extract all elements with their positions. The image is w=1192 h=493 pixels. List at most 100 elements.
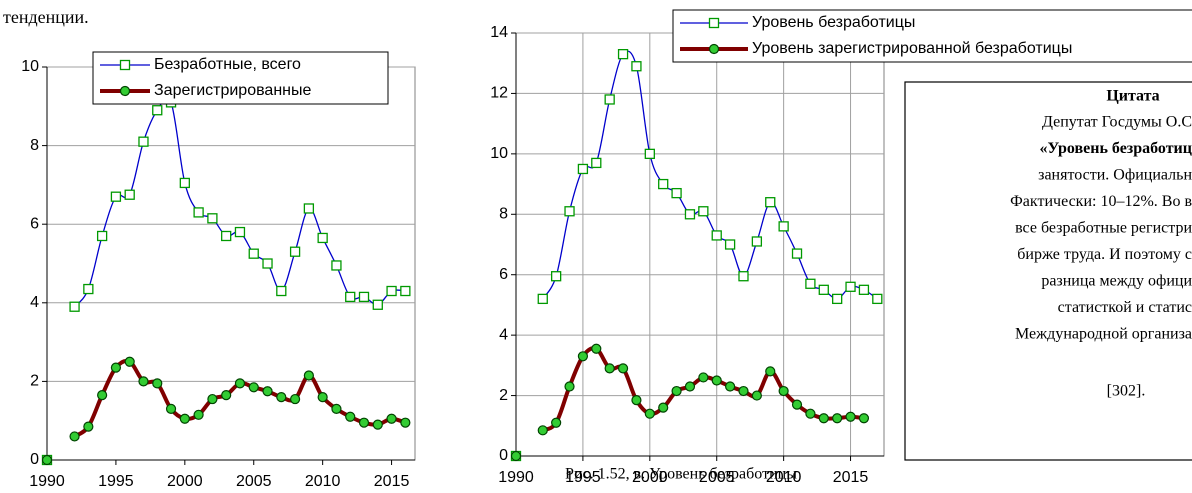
quote-title: Цитата bbox=[1106, 88, 1159, 105]
data-point bbox=[110, 191, 122, 202]
y-tick-label: 0 bbox=[499, 447, 508, 464]
legend-label: Зарегистрированные bbox=[154, 82, 311, 99]
y-tick-label: 14 bbox=[490, 24, 508, 41]
data-point bbox=[724, 239, 736, 250]
data-point bbox=[791, 399, 803, 410]
plot-area bbox=[46, 66, 416, 461]
x-tick-label: 2005 bbox=[236, 473, 272, 490]
y-tick-label: 0 bbox=[30, 451, 39, 468]
data-point bbox=[778, 221, 789, 232]
x-tick-label: 2010 bbox=[305, 473, 341, 490]
data-point bbox=[644, 408, 655, 419]
quote-line: все безработные регистри bbox=[1015, 220, 1192, 237]
data-point bbox=[644, 148, 655, 160]
x-tick-label: 2000 bbox=[167, 473, 203, 490]
data-point bbox=[684, 381, 696, 392]
quote-line: разница между офици bbox=[1041, 273, 1192, 290]
data-point bbox=[221, 390, 232, 401]
data-point bbox=[179, 413, 190, 424]
body-text: тенденции. bbox=[3, 7, 89, 27]
data-point bbox=[872, 293, 883, 305]
data-point bbox=[138, 136, 149, 147]
data-point bbox=[262, 386, 273, 397]
data-point bbox=[138, 376, 149, 387]
legend-marker bbox=[119, 59, 131, 71]
data-point bbox=[591, 157, 602, 169]
data-point bbox=[345, 411, 356, 422]
data-point bbox=[234, 226, 246, 238]
data-point bbox=[303, 370, 314, 381]
data-point bbox=[331, 403, 342, 415]
data-point bbox=[234, 378, 246, 389]
data-point bbox=[165, 403, 177, 415]
x-tick-label: 1990 bbox=[29, 473, 65, 490]
data-point bbox=[262, 258, 273, 269]
data-point bbox=[551, 417, 562, 428]
data-point bbox=[751, 390, 762, 401]
data-point bbox=[698, 206, 709, 217]
data-point bbox=[738, 385, 749, 397]
data-point bbox=[818, 284, 829, 295]
data-point bbox=[751, 236, 763, 247]
data-point bbox=[248, 382, 259, 393]
data-point bbox=[564, 206, 575, 217]
y-tick-label: 4 bbox=[30, 294, 39, 311]
data-point bbox=[179, 177, 190, 189]
data-point bbox=[765, 366, 776, 377]
quote-line: бирже труда. И поэтому с bbox=[1017, 246, 1192, 263]
data-point bbox=[345, 291, 356, 303]
x-tick-label: 1995 bbox=[565, 469, 601, 486]
data-point bbox=[317, 232, 328, 244]
data-point bbox=[372, 299, 383, 310]
data-point bbox=[207, 213, 218, 224]
data-point bbox=[805, 408, 816, 419]
quote-line: Фактически: 10–12%. Во в bbox=[1010, 193, 1192, 210]
data-point bbox=[537, 293, 548, 305]
legend-marker bbox=[119, 85, 131, 97]
data-point bbox=[617, 363, 629, 374]
data-point bbox=[386, 413, 397, 424]
quote-line: статисткой и статис bbox=[1058, 299, 1192, 316]
data-point bbox=[658, 402, 669, 413]
x-tick-label: 2015 bbox=[374, 473, 410, 490]
figure-caption: Рис. 1.52, в. Уровень безработицы bbox=[565, 466, 797, 483]
x-tick-label: 1990 bbox=[498, 469, 534, 486]
data-point bbox=[711, 375, 722, 386]
data-point bbox=[124, 189, 135, 200]
data-point bbox=[69, 431, 80, 442]
data-point bbox=[604, 94, 615, 105]
data-point bbox=[845, 411, 856, 422]
data-point bbox=[818, 413, 829, 424]
data-point bbox=[331, 260, 342, 271]
quote-ref: [302]. bbox=[1107, 383, 1146, 400]
quote-line: «Уровень безработиц bbox=[1040, 140, 1192, 157]
data-point bbox=[152, 105, 163, 116]
data-point bbox=[832, 293, 843, 305]
data-point bbox=[96, 230, 108, 242]
data-point bbox=[221, 230, 232, 242]
data-point bbox=[577, 163, 589, 175]
data-point bbox=[303, 203, 315, 214]
data-point bbox=[248, 248, 259, 259]
data-point bbox=[591, 343, 602, 354]
data-point bbox=[550, 271, 562, 282]
quote-line: Международной организа bbox=[1015, 326, 1192, 343]
data-point bbox=[658, 178, 669, 190]
data-point bbox=[193, 207, 204, 218]
data-point bbox=[358, 291, 370, 303]
data-point bbox=[193, 409, 204, 420]
data-point bbox=[832, 413, 843, 424]
data-point bbox=[289, 393, 301, 405]
data-point bbox=[537, 425, 548, 436]
y-tick-label: 2 bbox=[499, 387, 508, 404]
legend-label: Безработные, всего bbox=[154, 56, 301, 73]
x-tick-label: 1995 bbox=[98, 473, 134, 490]
plot-area bbox=[515, 32, 885, 457]
y-tick-label: 6 bbox=[499, 266, 508, 283]
data-point bbox=[110, 362, 122, 373]
legend-marker bbox=[708, 43, 720, 55]
legend-marker bbox=[708, 17, 720, 29]
data-point bbox=[845, 281, 856, 292]
data-point bbox=[372, 419, 383, 430]
data-point bbox=[564, 381, 575, 392]
